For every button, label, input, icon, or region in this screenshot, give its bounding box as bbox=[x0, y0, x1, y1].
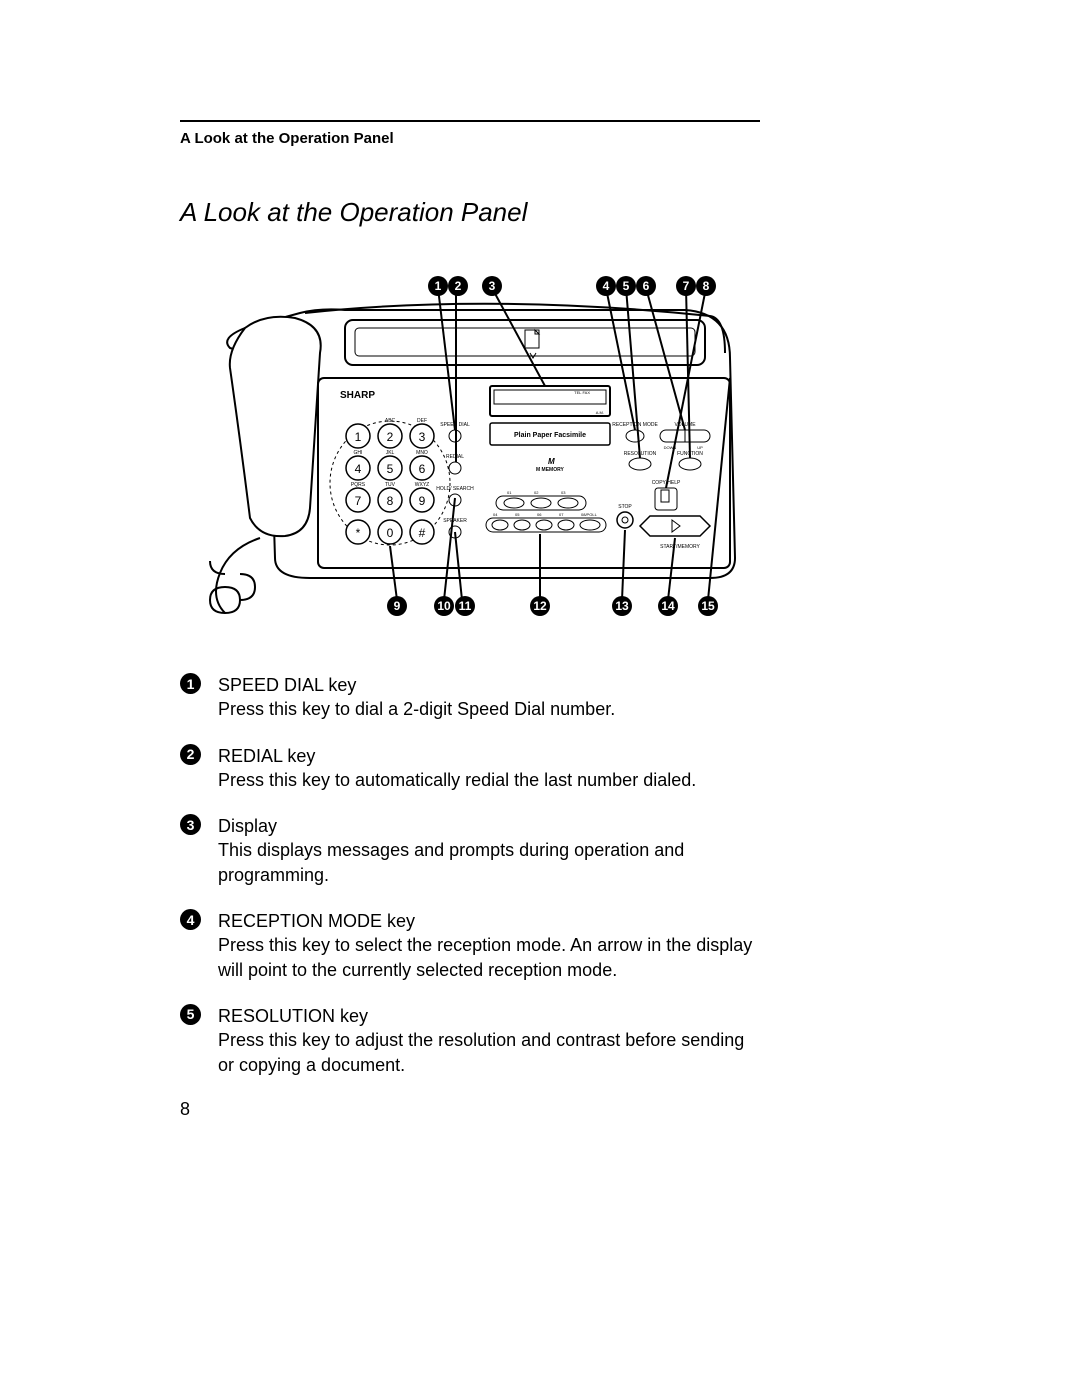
bullet-number: 3 bbox=[180, 814, 201, 835]
brand-label: SHARP bbox=[340, 390, 375, 401]
list-item: 4 RECEPTION MODE key Press this key to s… bbox=[180, 909, 760, 982]
svg-text:2: 2 bbox=[387, 430, 394, 444]
svg-text:9: 9 bbox=[394, 599, 401, 613]
keypad: 1 2 ABC 3 DEF 4 GHI 5 JKL 6 MNO 7 PQRS 8… bbox=[330, 418, 450, 545]
callouts-bottom: 9 10 11 12 13 14 15 bbox=[387, 596, 718, 616]
svg-text:ABC: ABC bbox=[385, 418, 396, 424]
svg-text:6: 6 bbox=[643, 279, 650, 293]
list-item: 5 RESOLUTION key Press this key to adjus… bbox=[180, 1004, 760, 1077]
running-head: A Look at the Operation Panel bbox=[180, 130, 760, 147]
svg-text:1: 1 bbox=[435, 279, 442, 293]
bullet: 2 bbox=[180, 744, 208, 766]
svg-text:7: 7 bbox=[683, 279, 690, 293]
list-item: 1 SPEED DIAL key Press this key to dial … bbox=[180, 673, 760, 722]
item-desc: Press this key to adjust the resolution … bbox=[218, 1028, 760, 1077]
svg-text:4: 4 bbox=[603, 279, 610, 293]
page-number: 8 bbox=[180, 1099, 760, 1120]
description-list: 1 SPEED DIAL key Press this key to dial … bbox=[180, 673, 760, 1077]
svg-text:JKL: JKL bbox=[386, 450, 395, 456]
list-item: 2 REDIAL key Press this key to automatic… bbox=[180, 744, 760, 793]
bullet-number: 2 bbox=[180, 744, 201, 765]
rapid-keys: 01 02 03 04 05 06 07 08/POLL bbox=[486, 490, 606, 532]
item-title: Display bbox=[218, 814, 760, 838]
item-desc: Press this key to select the reception m… bbox=[218, 933, 760, 982]
item-title: REDIAL key bbox=[218, 744, 696, 768]
svg-text:2: 2 bbox=[455, 279, 462, 293]
callout-lines-top bbox=[438, 288, 706, 488]
svg-text:TUV: TUV bbox=[385, 482, 396, 488]
item-title: SPEED DIAL key bbox=[218, 673, 615, 697]
svg-text:8: 8 bbox=[703, 279, 710, 293]
item-desc: This displays messages and prompts durin… bbox=[218, 838, 760, 887]
svg-text:10: 10 bbox=[437, 599, 451, 613]
svg-text:MNO: MNO bbox=[416, 450, 428, 456]
svg-text:13: 13 bbox=[615, 599, 629, 613]
svg-text:02: 02 bbox=[534, 490, 539, 495]
bullet: 3 bbox=[180, 814, 208, 836]
svg-text:WXYZ: WXYZ bbox=[415, 482, 429, 488]
svg-text:8: 8 bbox=[387, 494, 394, 508]
svg-text:1: 1 bbox=[355, 430, 362, 444]
svg-text:3: 3 bbox=[489, 279, 496, 293]
svg-text:6: 6 bbox=[419, 462, 426, 476]
svg-text:UP: UP bbox=[697, 445, 703, 450]
svg-text:4: 4 bbox=[355, 462, 362, 476]
svg-text:08/POLL: 08/POLL bbox=[581, 512, 598, 517]
svg-text:04: 04 bbox=[493, 512, 498, 517]
item-title: RESOLUTION key bbox=[218, 1004, 760, 1028]
model-label: Plain Paper Facsimile bbox=[514, 432, 586, 439]
bullet-number: 1 bbox=[180, 673, 201, 694]
page-title: A Look at the Operation Panel bbox=[180, 197, 760, 228]
item-desc: Press this key to dial a 2-digit Speed D… bbox=[218, 697, 615, 721]
right-controls: RECEPTION MODE VOLUME DOWNUP RESOLUTION … bbox=[612, 422, 710, 550]
lcd-label-am: A.M. bbox=[596, 410, 604, 415]
svg-text:06: 06 bbox=[537, 512, 542, 517]
svg-text:03: 03 bbox=[561, 490, 566, 495]
header-rule bbox=[180, 120, 760, 122]
handset bbox=[230, 317, 321, 536]
item-title: RECEPTION MODE key bbox=[218, 909, 760, 933]
svg-text:05: 05 bbox=[515, 512, 520, 517]
svg-text:#: # bbox=[419, 526, 426, 540]
memory-m: M bbox=[548, 457, 555, 466]
svg-text:STOP: STOP bbox=[618, 504, 632, 510]
svg-text:START/MEMORY: START/MEMORY bbox=[660, 544, 700, 550]
svg-text:SPEAKER: SPEAKER bbox=[443, 518, 467, 524]
svg-text:5: 5 bbox=[387, 462, 394, 476]
paper-icon bbox=[525, 330, 539, 348]
page: A Look at the Operation Panel A Look at … bbox=[180, 120, 760, 1120]
svg-text:3: 3 bbox=[419, 430, 426, 444]
svg-text:01: 01 bbox=[507, 490, 512, 495]
svg-text:HOLD/ SEARCH: HOLD/ SEARCH bbox=[436, 486, 474, 492]
svg-text:0: 0 bbox=[387, 526, 394, 540]
bullet: 1 bbox=[180, 673, 208, 695]
svg-text:07: 07 bbox=[559, 512, 564, 517]
svg-text:5: 5 bbox=[623, 279, 630, 293]
svg-text:*: * bbox=[356, 526, 361, 540]
svg-text:PQRS: PQRS bbox=[351, 482, 366, 488]
svg-text:12: 12 bbox=[533, 599, 547, 613]
svg-text:GHI: GHI bbox=[354, 450, 363, 456]
svg-text:7: 7 bbox=[355, 494, 362, 508]
cord-lead bbox=[216, 538, 260, 613]
bullet: 4 bbox=[180, 909, 208, 931]
memory-label: M MEMORY bbox=[536, 467, 565, 473]
bullet-number: 4 bbox=[180, 909, 201, 930]
svg-text:DEF: DEF bbox=[417, 418, 427, 424]
list-item: 3 Display This displays messages and pro… bbox=[180, 814, 760, 887]
svg-text:11: 11 bbox=[459, 599, 472, 613]
svg-text:15: 15 bbox=[701, 599, 715, 613]
bullet-number: 5 bbox=[180, 1004, 201, 1025]
svg-text:14: 14 bbox=[661, 599, 675, 613]
item-desc: Press this key to automatically redial t… bbox=[218, 768, 696, 792]
bullet: 5 bbox=[180, 1004, 208, 1026]
callouts-top: 1 2 3 4 5 6 7 8 bbox=[428, 276, 716, 296]
lcd-label-telfax: TEL FAX bbox=[574, 390, 590, 395]
operation-panel-diagram: SHARP TEL FAX A.M. Plain Paper Facsimile… bbox=[190, 258, 750, 638]
svg-text:9: 9 bbox=[419, 494, 426, 508]
